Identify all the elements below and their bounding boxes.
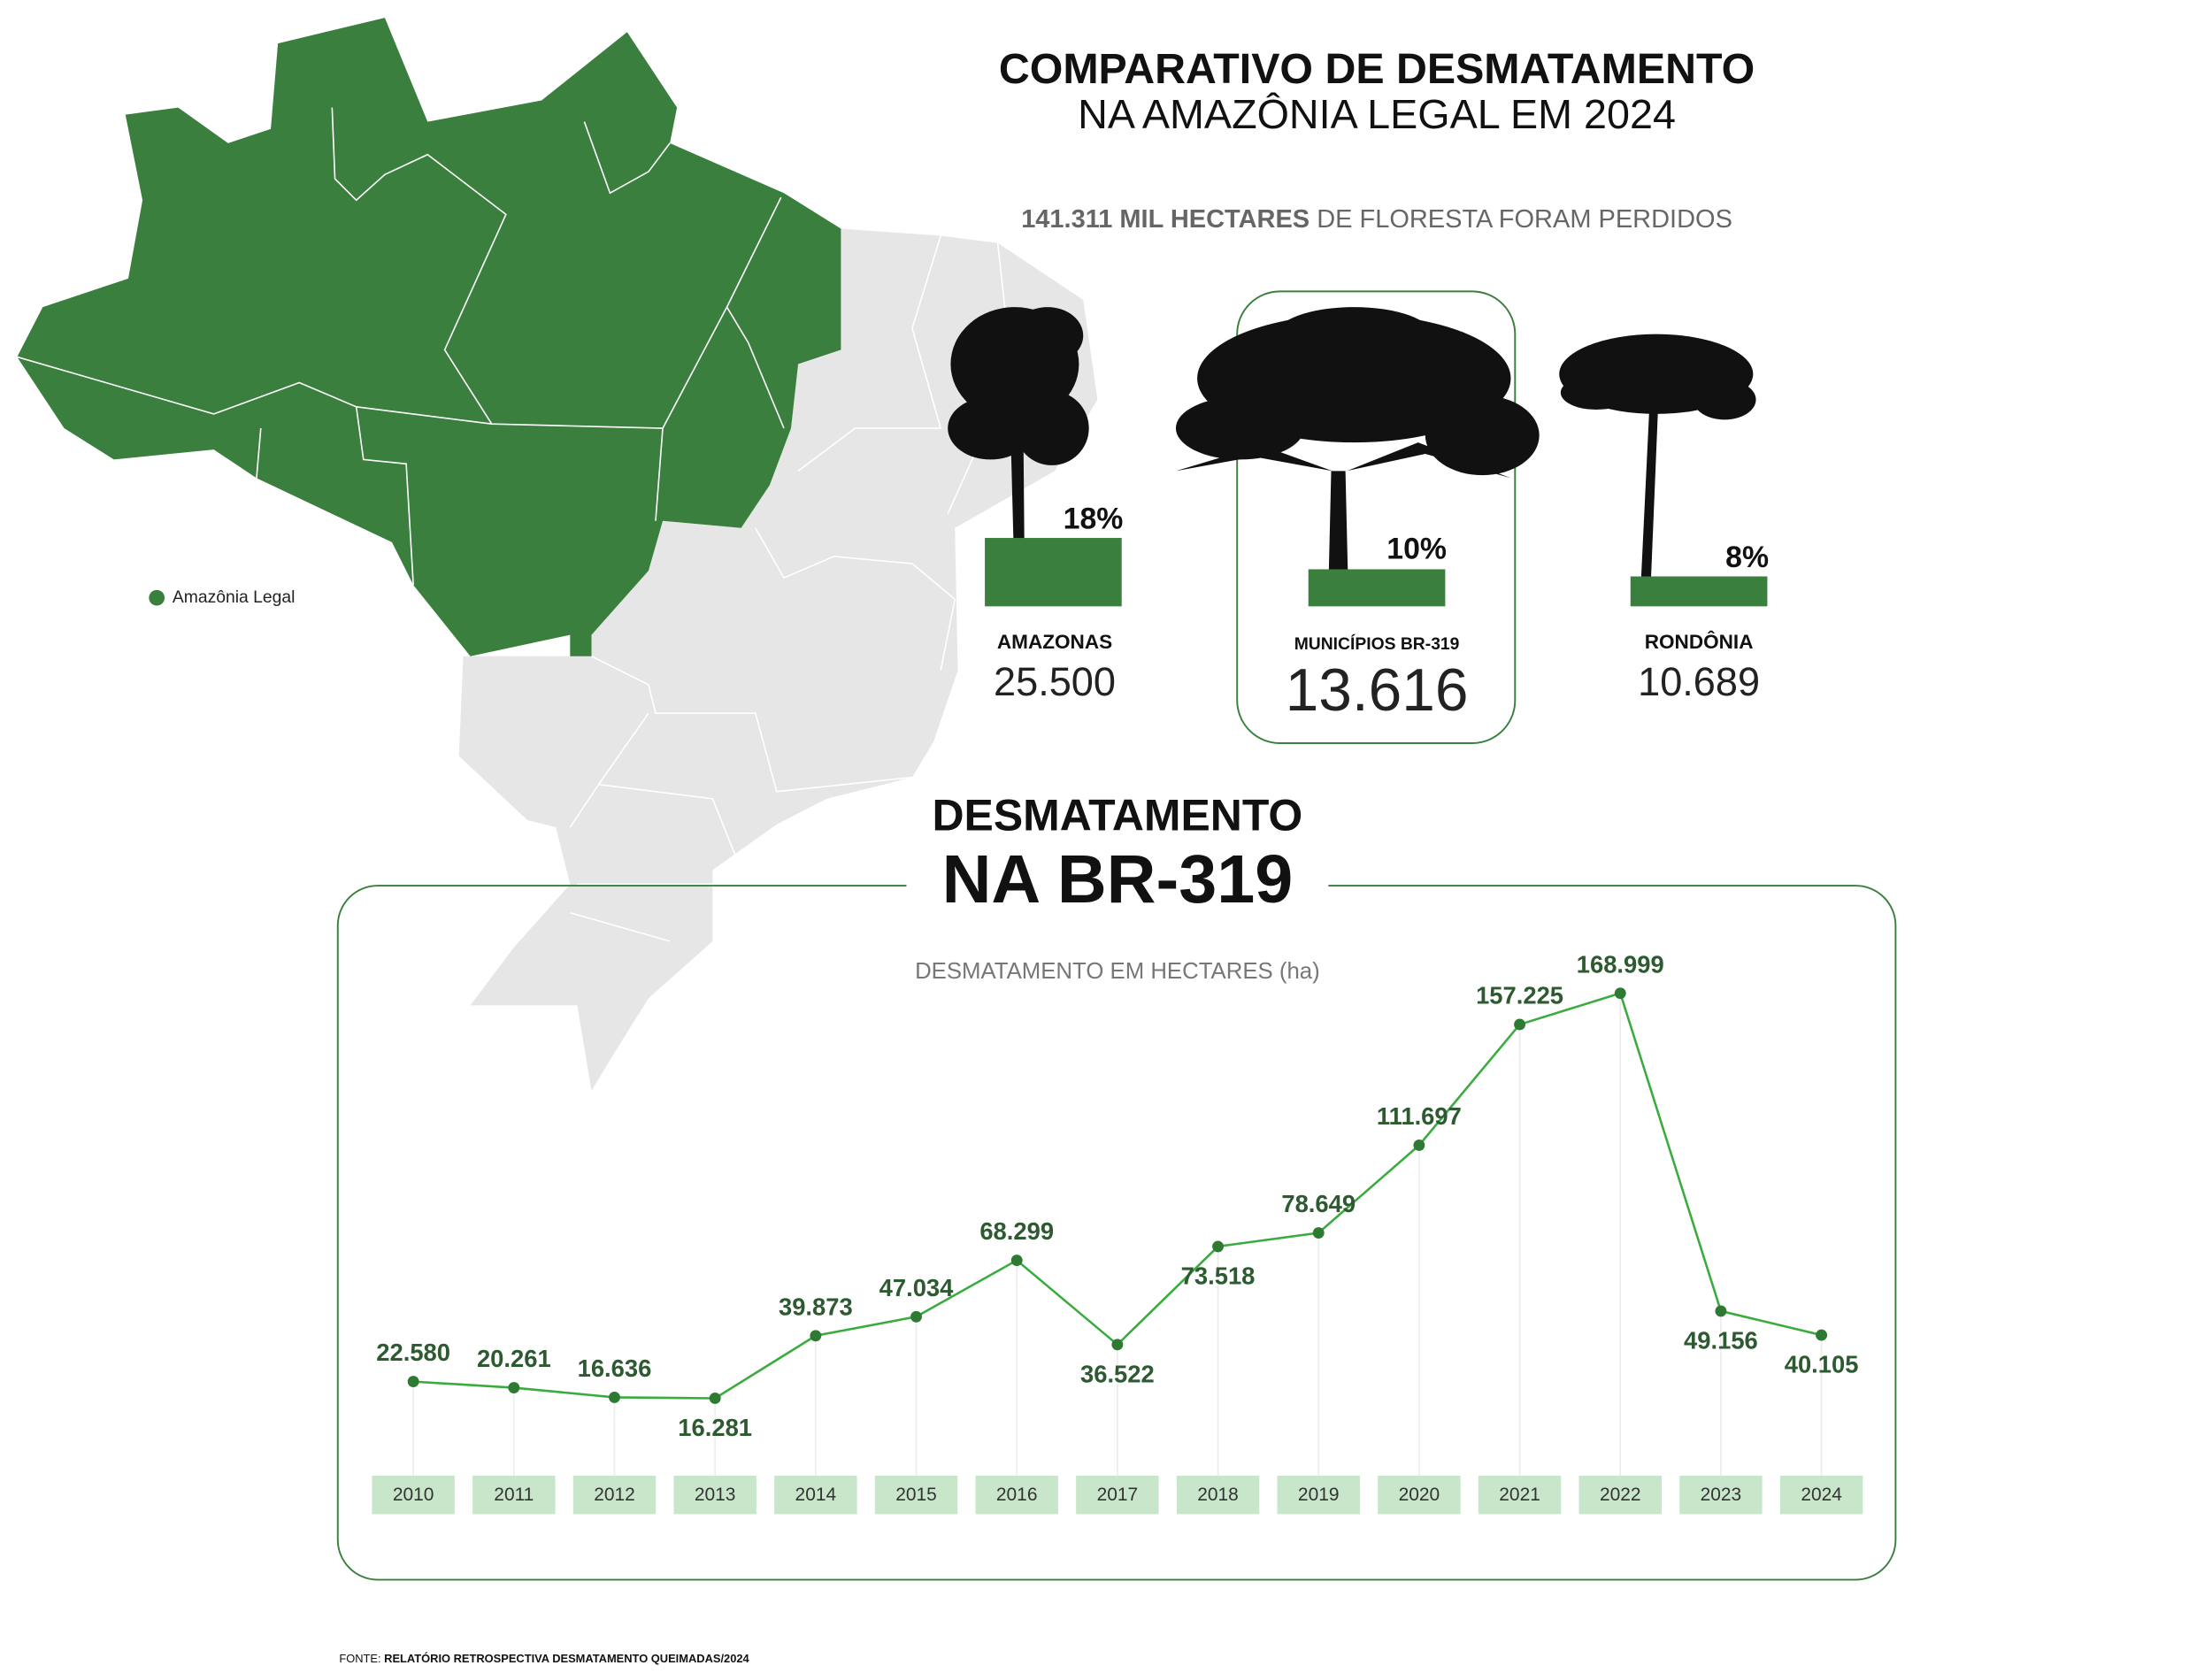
card-name: AMAZONAS	[997, 631, 1112, 653]
point	[1111, 1339, 1124, 1351]
value-label: 16.281	[678, 1414, 752, 1441]
card-bar	[985, 538, 1122, 607]
point	[1816, 1329, 1828, 1341]
chart-title-line2: NA BR-319	[942, 841, 1294, 917]
point	[1312, 1227, 1325, 1239]
map: Amazônia Legal	[17, 18, 1098, 1092]
x-tick-label: 2019	[1298, 1485, 1340, 1505]
value-label: 157.225	[1476, 982, 1563, 1009]
card-name: RONDÔNIA	[1645, 631, 1754, 653]
value-label: 40.105	[1785, 1351, 1859, 1378]
point	[1715, 1305, 1727, 1317]
tree-br319	[1175, 307, 1540, 593]
title-line2: NA AMAZÔNIA LEGAL EM 2024	[1078, 91, 1676, 137]
x-tick-label: 2015	[895, 1485, 937, 1505]
value-label: 111.697	[1377, 1102, 1462, 1130]
x-tick-label: 2010	[393, 1485, 434, 1505]
value-label: 36.522	[1080, 1360, 1155, 1387]
x-tick-label: 2012	[594, 1485, 635, 1505]
point	[508, 1382, 520, 1393]
point	[407, 1376, 419, 1388]
subtitle-bold: 141.311 MIL HECTARES	[1021, 204, 1310, 233]
year-box	[1176, 1475, 1260, 1515]
year-box	[1779, 1475, 1863, 1515]
card-bar	[1308, 569, 1446, 607]
value-label: 47.034	[879, 1274, 955, 1301]
tree-rondonia	[1559, 334, 1756, 593]
card-bar	[1630, 576, 1768, 607]
card-percent: 8%	[1725, 541, 1769, 574]
point	[1614, 987, 1626, 1000]
x-tick-label: 2023	[1701, 1485, 1742, 1505]
point	[1212, 1240, 1224, 1253]
point	[709, 1393, 721, 1404]
x-tick-label: 2016	[996, 1485, 1038, 1505]
value-label: 39.873	[779, 1293, 853, 1320]
x-tick-label: 2020	[1399, 1485, 1440, 1505]
line	[413, 992, 1822, 1400]
x-tick-label: 2013	[695, 1485, 736, 1505]
card-percent: 10%	[1386, 532, 1447, 565]
subtitle-rest: DE FLORESTA FORAM PERDIDOS	[1317, 204, 1732, 233]
year-box	[673, 1475, 757, 1515]
chart-title: DESMATAMENTO	[932, 791, 1302, 840]
value-label: 168.999	[1577, 950, 1664, 978]
value-label: 68.299	[979, 1217, 1054, 1245]
legend-dot	[149, 589, 165, 606]
source-text: RELATÓRIO RETROSPECTIVA DESMATAMENTO QUE…	[384, 1652, 749, 1665]
map-rest	[458, 228, 1098, 1092]
card-name: MUNICÍPIOS BR-319	[1294, 633, 1460, 654]
year-box	[774, 1475, 857, 1515]
value-label: 49.156	[1684, 1327, 1758, 1355]
value-label: 20.261	[477, 1345, 551, 1372]
subtitle: 141.311 MIL HECTARES DE FLORESTA FORAM P…	[1021, 204, 1732, 233]
x-tick-label: 2022	[1600, 1485, 1641, 1505]
x-tick-label: 2017	[1097, 1485, 1139, 1505]
point	[1514, 1018, 1526, 1031]
year-box	[975, 1475, 1058, 1515]
value-label: 22.580	[376, 1339, 450, 1366]
subtitle-rest	[1310, 204, 1317, 233]
year-box	[1679, 1475, 1763, 1515]
year-box	[1378, 1475, 1461, 1515]
year-box	[874, 1475, 958, 1515]
point	[609, 1391, 620, 1403]
y-axis-label: DESMATAMENTO EM HECTARES (ha)	[915, 959, 1320, 984]
card-percent: 18%	[1064, 503, 1124, 536]
x-tick-label: 2021	[1499, 1485, 1540, 1505]
tree-amazonas	[948, 307, 1089, 593]
card-value: 13.616	[1286, 657, 1469, 724]
value-label: 16.636	[578, 1355, 652, 1382]
year-box	[1277, 1475, 1360, 1515]
map-amazonia	[17, 18, 841, 656]
year-box	[1578, 1475, 1662, 1515]
card-value: 25.500	[994, 659, 1116, 704]
year-box	[472, 1475, 556, 1515]
source-label: FONTE:	[339, 1652, 380, 1665]
x-tick-label: 2024	[1801, 1485, 1842, 1505]
x-tick-label: 2011	[494, 1485, 534, 1505]
year-box	[572, 1475, 657, 1515]
value-label: 78.649	[1281, 1190, 1356, 1217]
legend-label: Amazônia Legal	[173, 588, 296, 607]
year-box	[372, 1475, 455, 1515]
title: COMPARATIVO DE DESMATAMENTO	[999, 45, 1755, 93]
point	[1413, 1139, 1425, 1151]
frame-gap	[906, 872, 1329, 902]
year-box	[1076, 1475, 1159, 1515]
card-value: 10.689	[1638, 659, 1760, 704]
card-frame	[1236, 290, 1517, 744]
x-tick-label: 2018	[1197, 1485, 1239, 1505]
source: FONTE: RELATÓRIO RETROSPECTIVA DESMATAME…	[339, 1652, 749, 1665]
point	[810, 1330, 822, 1342]
x-tick-label: 2014	[795, 1485, 837, 1505]
point	[1010, 1255, 1023, 1266]
point	[910, 1310, 922, 1323]
value-label: 73.518	[1181, 1262, 1256, 1290]
year-box	[1478, 1475, 1562, 1515]
